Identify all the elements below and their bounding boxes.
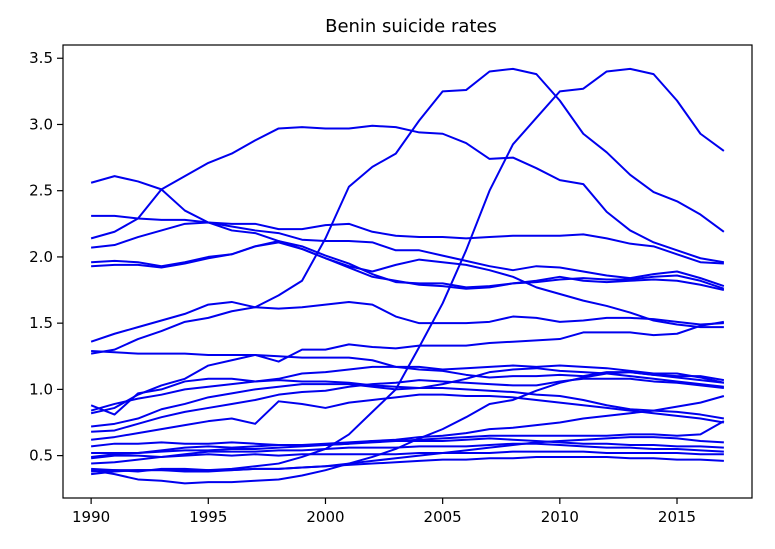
y-tick-label: 2.5: [29, 182, 53, 200]
chart-title: Benin suicide rates: [325, 16, 497, 37]
y-tick-label: 0.5: [29, 447, 53, 465]
x-tick-label: 1995: [189, 508, 227, 526]
y-tick-label: 2.0: [29, 248, 53, 266]
y-tick-label: 1.0: [29, 380, 53, 398]
y-tick-label: 1.5: [29, 314, 53, 332]
x-tick-label: 2015: [658, 508, 696, 526]
x-tick-label: 2000: [306, 508, 344, 526]
x-tick-label: 2005: [424, 508, 462, 526]
x-tick-label: 1990: [72, 508, 110, 526]
x-tick-label: 2010: [541, 508, 579, 526]
y-tick-label: 3.5: [29, 49, 53, 67]
y-tick-label: 3.0: [29, 115, 53, 133]
